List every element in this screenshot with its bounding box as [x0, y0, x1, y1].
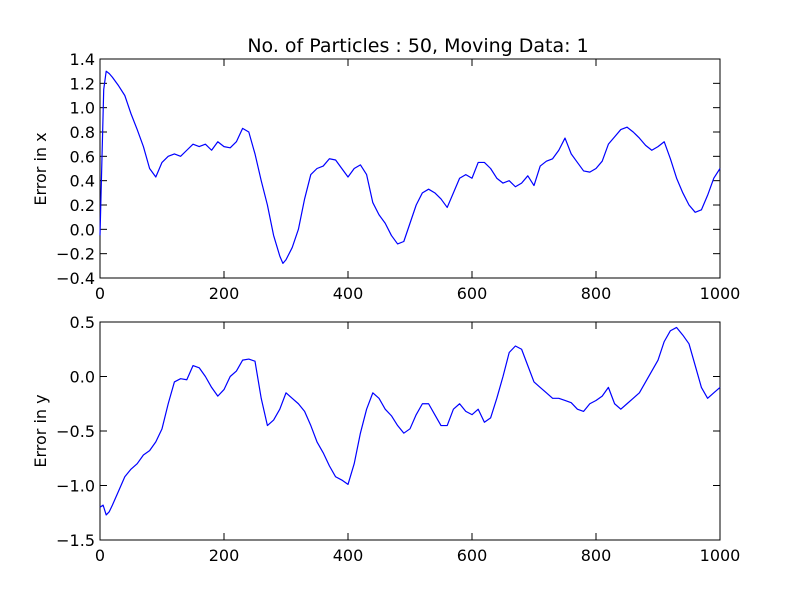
y-tick-label: −1.5: [56, 531, 95, 550]
x-tick-label: 1000: [700, 284, 741, 303]
x-tick-label: 0: [95, 546, 105, 565]
y-tick-label: 0.6: [70, 147, 95, 166]
x-tick-label: 0: [95, 284, 105, 303]
y-tick-label: 0.0: [70, 220, 95, 239]
x-tick-label: 600: [457, 546, 488, 565]
y-tick-label: 0.0: [70, 368, 95, 387]
plot-y-error: 0 200 400 600 800 1000 −1.5 −1.0 −0.5 0.0 0.5 Erro…: [31, 313, 740, 565]
axes-frame-top: [99, 58, 721, 279]
y-tick-label: −0.2: [56, 245, 95, 264]
y-tick-label: 0.5: [70, 313, 95, 332]
y-tick-label: −1.0: [56, 477, 95, 496]
y-tick-label: 0.2: [70, 196, 95, 215]
y-tick-label: 1.0: [70, 99, 95, 118]
x-tick-label: 800: [581, 284, 612, 303]
axes-frame-bottom: [99, 321, 721, 541]
y-axis-label-bottom: Error in y: [31, 394, 50, 467]
x-tick-label: 200: [209, 284, 240, 303]
y-axis-label-top: Error in x: [31, 132, 50, 205]
y-tick-label: 1.4: [70, 50, 95, 69]
y-tick-label: −0.5: [56, 422, 95, 441]
x-tick-label: 400: [333, 284, 364, 303]
x-tick-label: 800: [581, 546, 612, 565]
series-line-error-y: [99, 326, 721, 516]
x-tick-label: 400: [333, 546, 364, 565]
series-line-error-x: [99, 70, 721, 264]
chart-title: No. of Particles : 50, Moving Data: 1: [247, 35, 588, 57]
y-tick-label: 0.4: [70, 172, 95, 191]
y-tick-label: −0.4: [56, 269, 95, 288]
ticks-top: 0 200 400 600 800 1000 −0.4 −0.2 0.0 0.2 0.4 0.6 0.8…: [56, 50, 740, 303]
x-tick-label: 200: [209, 546, 240, 565]
y-tick-label: 1.2: [70, 74, 95, 93]
x-tick-label: 600: [457, 284, 488, 303]
x-tick-label: 1000: [700, 546, 741, 565]
ticks-bottom: 0 200 400 600 800 1000 −1.5 −1.0 −0.5 0.0 0.5: [56, 313, 740, 565]
plot-x-error: 0 200 400 600 800 1000 −0.4 −0.2 0.0 0.2 0.4 0.6 0.8…: [31, 50, 740, 303]
y-tick-label: 0.8: [70, 123, 95, 142]
